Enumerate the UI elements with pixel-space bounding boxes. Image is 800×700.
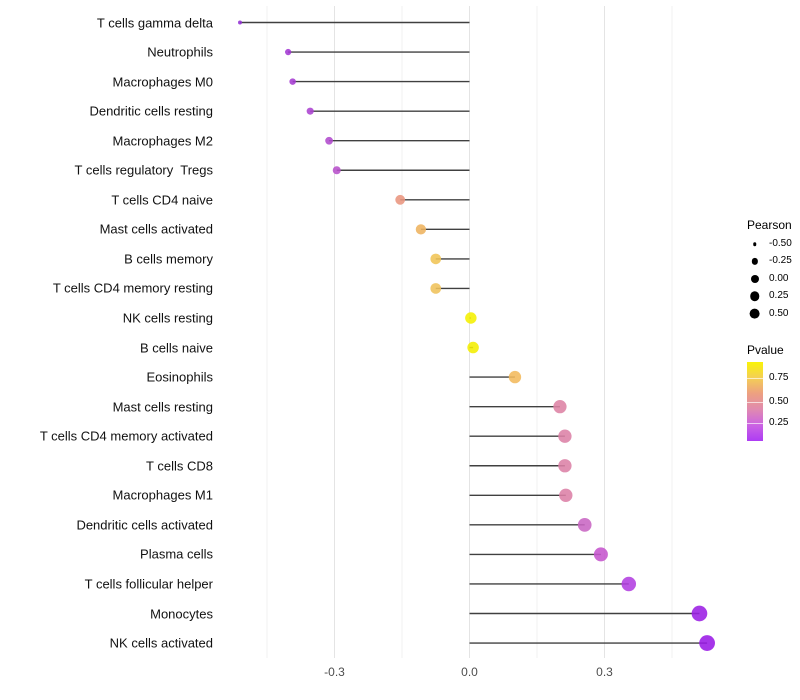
category-label: Eosinophils <box>146 369 214 385</box>
data-point-dot <box>558 429 572 443</box>
category-label: T cells regulatory Tregs <box>74 162 213 178</box>
data-point-dot <box>559 488 573 502</box>
data-point-dot <box>395 194 406 205</box>
data-point-dot <box>577 517 592 532</box>
color-legend-title: Pvalue <box>747 343 784 357</box>
category-label: T cells CD4 memory resting <box>52 280 213 296</box>
data-point-dot <box>553 400 567 414</box>
pvalue-gradient-tick <box>747 423 763 425</box>
x-tick-label: 0.0 <box>461 665 478 679</box>
data-point-dot <box>238 20 242 25</box>
category-label: Monocytes <box>150 606 213 621</box>
category-label: Macrophages M0 <box>112 74 213 90</box>
pvalue-gradient-tick <box>747 401 763 403</box>
size-legend-dot <box>749 291 760 301</box>
data-point-dot <box>691 605 708 622</box>
size-legend-label: -0.50 <box>769 238 792 249</box>
size-legend-title: Pearson <box>747 218 792 232</box>
data-point-dot <box>430 253 442 265</box>
category-label: Macrophages M1 <box>112 487 213 503</box>
data-point-dot <box>558 459 572 473</box>
category-label: B cells memory <box>124 251 213 267</box>
pvalue-gradient-label: 0.50 <box>769 395 789 407</box>
category-label: Dendritic cells activated <box>76 517 213 533</box>
data-point-dot <box>306 107 314 115</box>
data-point-dot <box>593 547 608 562</box>
category-label: Plasma cells <box>140 546 213 562</box>
category-label: T cells follicular helper <box>84 576 213 592</box>
pvalue-gradient-tick <box>747 378 763 380</box>
data-point-dot <box>699 635 715 651</box>
size-legend-label: 0.25 <box>769 290 789 302</box>
size-legend-label: -0.25 <box>769 255 792 267</box>
data-point-dot <box>289 78 296 85</box>
category-label: T cells gamma delta <box>96 15 213 30</box>
category-label: Mast cells activated <box>99 221 213 237</box>
size-legend-label: 0.00 <box>769 272 789 284</box>
data-point-dot <box>332 166 341 175</box>
x-tick-label: -0.3 <box>324 665 345 679</box>
category-label: NK cells resting <box>122 310 213 326</box>
category-label: Mast cells resting <box>112 399 213 415</box>
size-legend-dot <box>750 274 759 283</box>
data-point-dot <box>415 224 427 235</box>
x-tick-label: 0.3 <box>596 665 613 679</box>
data-point-dot <box>508 370 522 384</box>
category-label: T cells CD4 naive <box>111 192 213 208</box>
data-point-dot <box>325 136 333 145</box>
size-legend-dot <box>749 308 760 319</box>
data-point-dot <box>621 576 637 592</box>
category-label: Dendritic cells resting <box>89 103 213 119</box>
data-point-dot <box>465 312 477 324</box>
size-legend-dot <box>751 258 758 265</box>
category-label: T cells CD8 <box>146 458 213 474</box>
pvalue-gradient-label: 0.75 <box>769 372 789 384</box>
data-point-dot <box>284 48 292 56</box>
category-label: NK cells activated <box>109 635 213 651</box>
size-legend-label: 0.50 <box>769 307 789 319</box>
category-label: Macrophages M2 <box>112 133 213 149</box>
pvalue-gradient-bar <box>747 361 763 441</box>
size-legend-dot <box>752 242 757 246</box>
category-label: Neutrophils <box>147 44 213 60</box>
category-label: T cells CD4 memory activated <box>39 428 213 444</box>
data-point-dot <box>430 283 442 294</box>
category-label: B cells naive <box>140 340 213 356</box>
data-point-dot <box>467 341 479 354</box>
pvalue-gradient-label: 0.25 <box>769 417 789 429</box>
